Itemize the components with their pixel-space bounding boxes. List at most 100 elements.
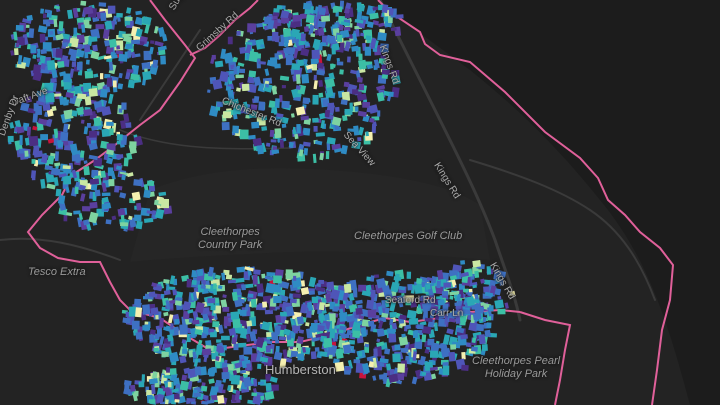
building-footprint xyxy=(106,157,114,165)
building-footprint xyxy=(179,380,189,391)
building-footprint xyxy=(305,14,315,24)
building-footprint xyxy=(236,87,242,92)
building-footprint xyxy=(389,312,397,318)
building-footprint xyxy=(53,128,59,139)
building-footprint xyxy=(181,374,188,381)
building-footprint xyxy=(44,9,51,14)
building-footprint xyxy=(168,327,175,336)
building-footprint xyxy=(116,134,123,141)
building-footprint xyxy=(160,293,165,299)
building-footprint xyxy=(214,60,224,68)
building-footprint xyxy=(253,269,261,275)
building-footprint xyxy=(215,356,220,361)
building-footprint xyxy=(482,316,487,323)
building-footprint xyxy=(280,17,290,24)
building-footprint xyxy=(88,211,99,224)
building-footprint xyxy=(7,135,14,143)
building-footprint xyxy=(183,367,191,375)
building-footprint xyxy=(326,281,335,291)
building-footprint xyxy=(245,114,250,119)
building-footprint xyxy=(297,346,303,353)
building-footprint xyxy=(208,328,214,333)
building-footprint xyxy=(221,389,226,394)
building-footprint xyxy=(414,284,423,294)
building-footprint xyxy=(53,5,60,10)
building-footprint xyxy=(73,85,82,95)
building-footprint xyxy=(120,222,129,227)
building-footprint xyxy=(325,293,333,303)
building-footprint xyxy=(232,56,238,63)
building-group xyxy=(7,0,516,405)
building-footprint xyxy=(158,191,167,197)
building-footprint xyxy=(270,139,277,143)
building-footprint xyxy=(131,39,141,45)
building-footprint xyxy=(334,348,344,360)
building-footprint xyxy=(462,309,471,315)
building-footprint xyxy=(116,140,122,145)
building-footprint xyxy=(274,98,280,108)
building-footprint xyxy=(83,126,89,135)
building-footprint xyxy=(37,25,48,34)
building-footprint xyxy=(325,86,334,98)
building-footprint xyxy=(315,15,321,22)
building-footprint xyxy=(114,185,120,193)
building-footprint xyxy=(335,11,339,17)
building-footprint xyxy=(461,352,466,360)
building-footprint xyxy=(83,160,88,164)
building-footprint xyxy=(340,144,348,155)
building-footprint xyxy=(153,26,159,34)
building-footprint xyxy=(297,353,305,361)
building-footprint xyxy=(343,283,352,294)
building-footprint xyxy=(102,28,110,40)
building-footprint xyxy=(392,353,401,363)
building-footprint xyxy=(89,201,98,209)
road-network xyxy=(0,0,656,322)
building-footprint xyxy=(306,301,314,312)
building-footprint xyxy=(446,328,454,335)
building-footprint xyxy=(83,6,94,15)
building-footprint xyxy=(154,40,164,47)
building-footprint xyxy=(121,174,126,181)
building-footprint xyxy=(101,192,111,197)
building-footprint xyxy=(400,347,409,353)
building-footprint xyxy=(489,305,494,312)
building-footprint xyxy=(206,399,215,404)
building-footprint xyxy=(239,309,247,316)
building-footprint xyxy=(289,317,296,328)
building-footprint xyxy=(377,110,381,117)
building-footprint xyxy=(26,126,32,136)
building-footprint xyxy=(349,102,354,112)
building-footprint xyxy=(89,178,100,185)
building-footprint xyxy=(15,43,20,48)
building-footprint xyxy=(169,372,178,382)
building-footprint xyxy=(149,46,154,55)
building-footprint xyxy=(76,93,87,100)
building-footprint xyxy=(312,94,319,105)
building-footprint xyxy=(237,62,245,67)
building-footprint xyxy=(442,365,450,376)
building-footprint xyxy=(327,102,335,107)
building-footprint xyxy=(70,87,76,92)
building-footprint xyxy=(360,308,370,318)
building-footprint xyxy=(358,284,367,292)
building-footprint xyxy=(135,331,143,340)
building-footprint xyxy=(329,328,336,339)
building-footprint xyxy=(165,300,171,310)
building-footprint xyxy=(480,278,485,284)
building-footprint xyxy=(63,175,72,185)
building-footprint xyxy=(167,381,172,388)
building-footprint xyxy=(131,64,140,76)
building-footprint xyxy=(471,337,477,344)
building-footprint xyxy=(72,7,79,19)
building-footprint xyxy=(122,317,131,324)
building-footprint xyxy=(234,390,241,401)
building-footprint xyxy=(301,73,310,84)
building-footprint xyxy=(356,2,362,13)
building-footprint xyxy=(320,42,327,47)
building-footprint xyxy=(188,368,198,378)
building-footprint xyxy=(118,53,128,62)
building-footprint xyxy=(127,79,136,89)
building-footprint xyxy=(231,98,239,105)
building-footprint xyxy=(208,367,215,377)
